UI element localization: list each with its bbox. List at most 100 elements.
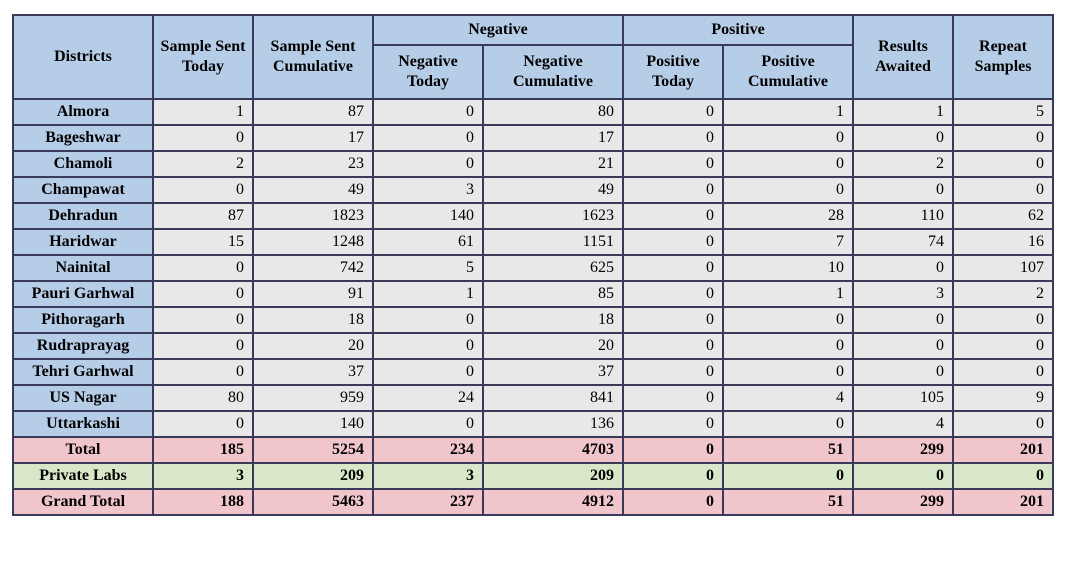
cell: 188 [153,489,253,515]
cell: 625 [483,255,623,281]
table-row: Chamoli2230210020 [13,151,1053,177]
cell: 3 [373,463,483,489]
cell: 0 [153,177,253,203]
cell: 3 [853,281,953,307]
cell: 1248 [253,229,373,255]
cell: 0 [373,411,483,437]
cell: 0 [853,255,953,281]
row-header: Pithoragarh [13,307,153,333]
districts-table: Districts Sample Sent Today Sample Sent … [12,14,1054,516]
col-group-positive: Positive [623,15,853,45]
cell: 4 [723,385,853,411]
cell: 0 [623,281,723,307]
cell: 0 [723,125,853,151]
cell: 0 [373,99,483,125]
cell: 49 [253,177,373,203]
cell: 0 [373,151,483,177]
cell: 841 [483,385,623,411]
cell: 0 [853,359,953,385]
cell: 209 [253,463,373,489]
cell: 5463 [253,489,373,515]
cell: 0 [853,177,953,203]
cell: 299 [853,437,953,463]
cell: 0 [723,333,853,359]
col-header-repeat-samples: Repeat Samples [953,15,1053,99]
cell: 1 [723,281,853,307]
cell: 0 [953,177,1053,203]
cell: 0 [723,359,853,385]
cell: 61 [373,229,483,255]
cell: 742 [253,255,373,281]
cell: 17 [253,125,373,151]
cell: 4912 [483,489,623,515]
cell: 18 [483,307,623,333]
cell: 0 [623,177,723,203]
cell: 0 [623,359,723,385]
cell: 20 [483,333,623,359]
cell: 3 [373,177,483,203]
cell: 0 [153,411,253,437]
col-header-sample-sent-cumulative: Sample Sent Cumulative [253,15,373,99]
cell: 2 [953,281,1053,307]
cell: 0 [953,307,1053,333]
cell: 0 [623,385,723,411]
cell: 0 [623,463,723,489]
cell: 37 [253,359,373,385]
col-header-negative-cumulative: Negative Cumulative [483,45,623,99]
cell: 0 [373,307,483,333]
cell: 10 [723,255,853,281]
col-header-positive-cumulative: Positive Cumulative [723,45,853,99]
table-row: Almora1870800115 [13,99,1053,125]
row-header: Dehradun [13,203,153,229]
cell: 0 [723,307,853,333]
row-header: Nainital [13,255,153,281]
row-header: Rudraprayag [13,333,153,359]
cell: 0 [153,333,253,359]
cell: 1 [373,281,483,307]
col-header-negative-today: Negative Today [373,45,483,99]
col-header-positive-today: Positive Today [623,45,723,99]
cell: 20 [253,333,373,359]
cell: 237 [373,489,483,515]
cell: 0 [623,437,723,463]
cell: 4703 [483,437,623,463]
cell: 0 [153,307,253,333]
cell: 51 [723,437,853,463]
cell: 0 [623,411,723,437]
cell: 0 [373,125,483,151]
cell: 80 [483,99,623,125]
cell: 0 [953,125,1053,151]
cell: 105 [853,385,953,411]
cell: 49 [483,177,623,203]
table-body: Almora1870800115Bageshwar0170170000Chamo… [13,99,1053,515]
row-header: Total [13,437,153,463]
cell: 1151 [483,229,623,255]
cell: 0 [953,411,1053,437]
cell: 234 [373,437,483,463]
cell: 17 [483,125,623,151]
row-header: Bageshwar [13,125,153,151]
cell: 28 [723,203,853,229]
table-row: Rudraprayag0200200000 [13,333,1053,359]
cell: 0 [153,359,253,385]
table-row: Tehri Garhwal0370370000 [13,359,1053,385]
cell: 299 [853,489,953,515]
cell: 21 [483,151,623,177]
col-group-negative: Negative [373,15,623,45]
cell: 1 [723,99,853,125]
cell: 87 [153,203,253,229]
cell: 0 [623,489,723,515]
cell: 0 [153,281,253,307]
cell: 201 [953,437,1053,463]
cell: 1623 [483,203,623,229]
cell: 110 [853,203,953,229]
row-header: Pauri Garhwal [13,281,153,307]
cell: 0 [953,151,1053,177]
cell: 15 [153,229,253,255]
col-header-sample-sent-today: Sample Sent Today [153,15,253,99]
table-row: Grand Total18854632374912051299201 [13,489,1053,515]
cell: 0 [623,333,723,359]
table-row: Haridwar151248611151077416 [13,229,1053,255]
cell: 0 [153,255,253,281]
cell: 0 [623,229,723,255]
